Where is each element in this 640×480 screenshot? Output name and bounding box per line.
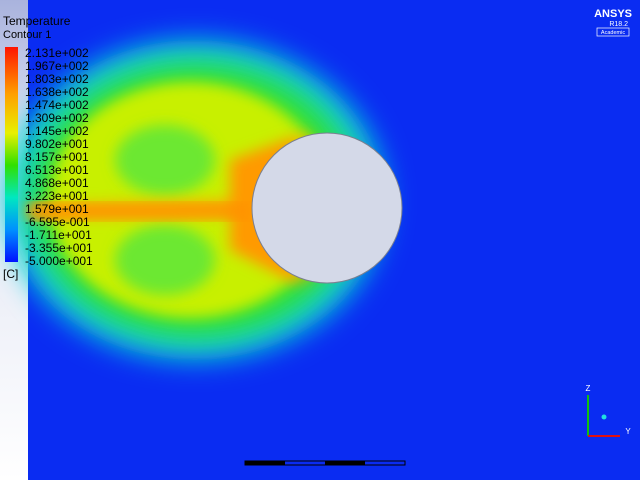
logo-brand: ANSYS (594, 8, 632, 20)
contour-field (5, 40, 385, 360)
legend-label: 1.579e+001 (25, 202, 89, 216)
logo-version: R18.2 (609, 21, 628, 28)
legend-label: 1.309e+002 (25, 111, 89, 125)
legend-label: 1.967e+002 (25, 59, 89, 73)
cylinder (251, 132, 403, 284)
legend-label: 9.802e+001 (25, 137, 89, 151)
legend-label: 8.157e+001 (25, 150, 89, 164)
legend-label: 1.145e+002 (25, 124, 89, 138)
legend-unit: [C] (3, 267, 18, 281)
logo-edition: Academic (601, 30, 625, 36)
legend-label: -1.711e+001 (25, 228, 92, 242)
logo-box (596, 27, 630, 37)
axis-triad (587, 395, 620, 437)
legend-label: -6.595e-001 (25, 215, 90, 229)
legend-label: 3.223e+001 (25, 189, 89, 203)
triad-right-label: Y (625, 427, 631, 436)
legend-label: -5.000e+001 (25, 254, 93, 268)
legend-subtitle: Contour 1 (3, 29, 51, 41)
legend-label: 1.474e+002 (25, 98, 89, 112)
legend-label: -3.355e+001 (25, 241, 93, 255)
legend-labels: 2.131e+0021.967e+0021.803e+0021.638e+002… (25, 46, 93, 268)
scale-bar (244, 460, 406, 466)
legend-label: 1.803e+002 (25, 72, 89, 86)
legend-title: Temperature (3, 14, 71, 28)
legend-label: 2.131e+002 (25, 46, 89, 60)
legend-label: 1.638e+002 (25, 85, 89, 99)
legend-label: 4.868e+001 (25, 176, 89, 190)
legend-label: 6.513e+001 (25, 163, 89, 177)
color-bar (5, 47, 18, 262)
triad-up-label: Z (586, 384, 591, 393)
